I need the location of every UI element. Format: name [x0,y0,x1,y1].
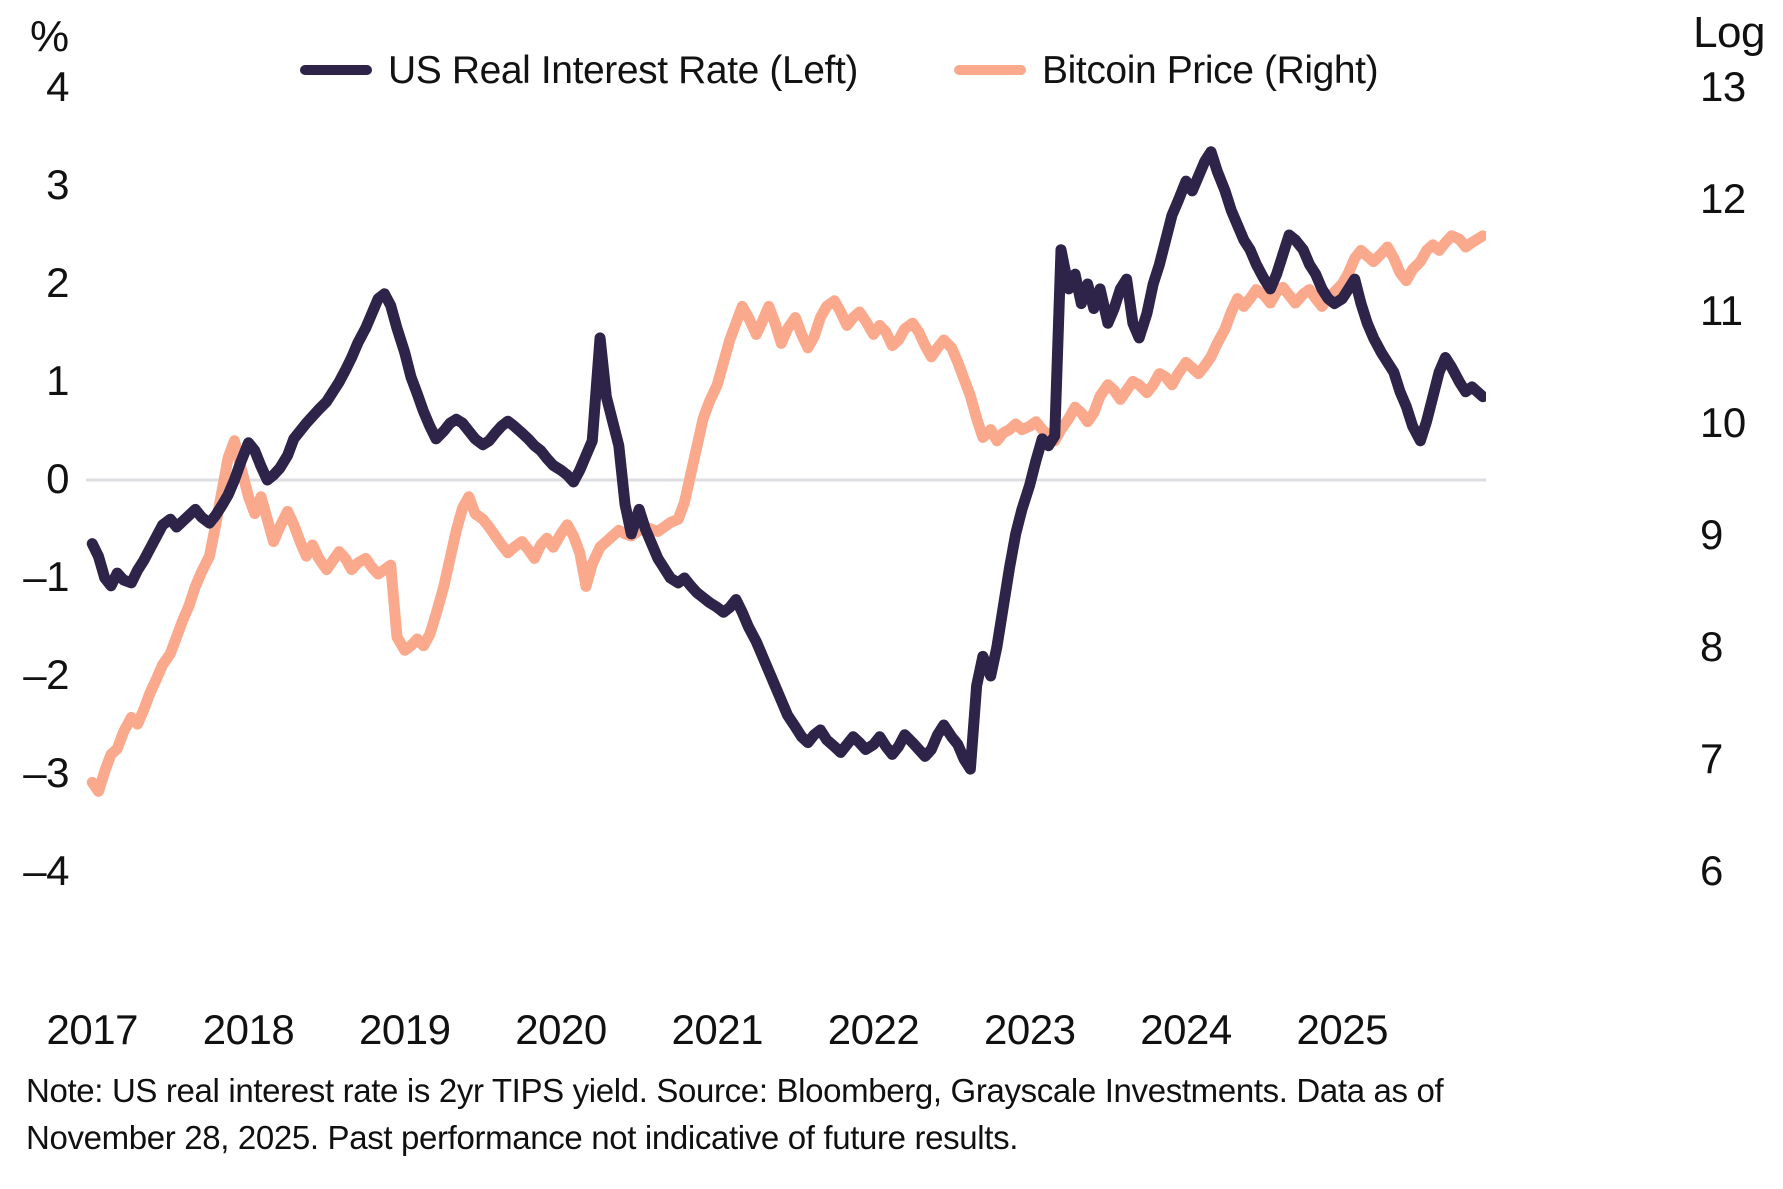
right-axis-tick: 12 [1700,175,1746,222]
chart-canvas [86,146,1486,797]
legend-label-real-rate: US Real Interest Rate (Left) [388,48,858,92]
left-axis-tick: –4 [23,847,69,894]
legend-label-bitcoin: Bitcoin Price (Right) [1042,48,1379,92]
left-axis-unit-label: % [30,12,69,61]
right-axis-unit-label: Log [1693,8,1765,57]
legend-item-bitcoin[interactable]: Bitcoin Price (Right) [954,48,1379,92]
x-axis-tick: 2024 [1140,1006,1232,1053]
chart-footnote: Note: US real interest rate is 2yr TIPS … [26,1068,1746,1162]
left-axis-tick: 0 [46,455,69,502]
left-axis-tick: –3 [23,749,69,796]
right-axis-tick: 6 [1700,847,1723,894]
x-axis-tick: 2017 [46,1006,139,1053]
x-axis-tick: 2019 [359,1006,451,1053]
x-axis-tick: 2023 [984,1006,1076,1053]
footnote-line-2: November 28, 2025. Past performance not … [26,1118,1019,1156]
x-axis-tick: 2021 [671,1006,764,1053]
right-axis-tick: 9 [1700,511,1723,558]
legend-item-real-rate[interactable]: US Real Interest Rate (Left) [300,51,858,90]
right-axis-tick: 7 [1700,735,1723,782]
right-axis-tick: 8 [1700,623,1723,670]
x-axis-tick: 2020 [515,1006,607,1053]
left-axis-tick: 4 [46,63,69,110]
legend-swatch-bitcoin [954,65,1026,75]
series-line-real-rate [86,146,1486,775]
left-axis-tick: –2 [23,651,69,698]
x-axis-tick: 2022 [827,1006,920,1053]
footnote-line-1: Note: US real interest rate is 2yr TIPS … [26,1072,1444,1109]
plot-area [86,88,1486,872]
x-axis-tick: 2025 [1296,1006,1389,1053]
left-axis-tick: –1 [23,553,69,600]
right-axis-tick: 10 [1700,399,1746,446]
right-axis-tick: 11 [1700,287,1743,334]
left-axis-tick: 2 [46,259,69,306]
left-axis-tick: 1 [46,357,69,404]
chart-legend: US Real Interest Rate (Left) Bitcoin Pri… [300,44,1379,96]
left-axis-tick: 3 [46,161,69,208]
series-line-bitcoin [86,230,1486,797]
x-axis-tick: 2018 [202,1006,295,1053]
legend-swatch-real-rate [300,65,372,75]
right-axis-tick: 13 [1700,63,1746,110]
